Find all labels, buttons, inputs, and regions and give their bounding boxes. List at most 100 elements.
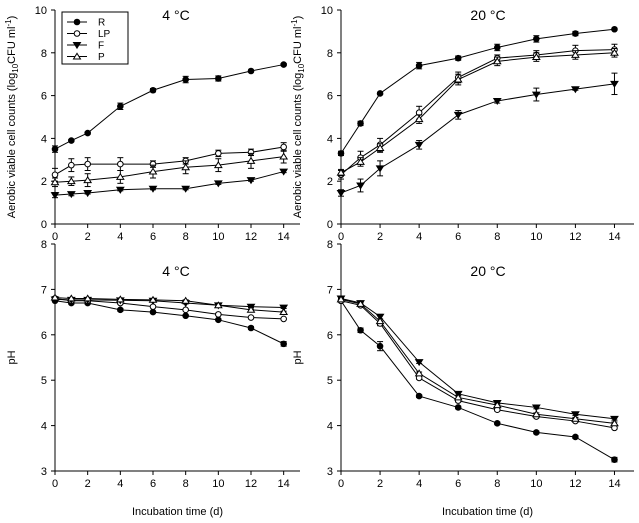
data-point xyxy=(414,369,424,377)
data-point xyxy=(66,294,76,302)
x-tick-label-12: 12 xyxy=(569,478,581,490)
x-tick-label-0: 0 xyxy=(338,478,344,490)
x-tick-label-12: 12 xyxy=(569,231,581,243)
data-point xyxy=(492,401,502,409)
data-point xyxy=(531,52,541,61)
panel-title: 20 °C xyxy=(470,7,505,23)
legend-marker xyxy=(72,52,82,60)
series-f xyxy=(336,72,619,198)
y-tick-label-6: 6 xyxy=(41,330,47,342)
x-tick-label-10: 10 xyxy=(530,478,542,490)
data-point xyxy=(414,115,424,123)
panel-title: 4 °C xyxy=(162,263,189,279)
series-p xyxy=(50,293,289,316)
data-point xyxy=(149,308,157,316)
data-point xyxy=(611,456,618,463)
x-tick-label-6: 6 xyxy=(455,478,461,490)
series-f xyxy=(50,168,289,200)
data-point xyxy=(246,305,256,313)
y-tick-label-2: 2 xyxy=(41,176,47,188)
data-point xyxy=(533,35,540,43)
y-tick-label-3: 3 xyxy=(327,466,333,478)
y-tick-label-0: 0 xyxy=(327,219,333,231)
series-lp xyxy=(337,43,618,180)
data-point xyxy=(572,433,579,441)
data-point xyxy=(531,410,541,418)
y-tick-label-4: 4 xyxy=(41,133,47,145)
data-point xyxy=(246,156,256,164)
data-point xyxy=(493,44,501,51)
data-point xyxy=(492,98,502,106)
y-tick-label-2: 2 xyxy=(327,176,333,188)
data-point xyxy=(336,295,346,303)
data-point xyxy=(247,324,255,332)
data-point xyxy=(376,342,384,350)
data-point xyxy=(182,76,189,83)
legend-marker xyxy=(72,42,82,50)
x-tick-label-8: 8 xyxy=(183,231,189,243)
x-tick-label-4: 4 xyxy=(117,478,123,490)
x-tick-label-2: 2 xyxy=(85,231,91,243)
y-tick-label-5: 5 xyxy=(41,375,47,387)
x-tick-label-14: 14 xyxy=(608,231,620,243)
data-point xyxy=(453,75,463,83)
x-tick-label-2: 2 xyxy=(377,478,383,490)
y-tick-label-6: 6 xyxy=(41,91,47,103)
data-point xyxy=(280,143,287,151)
data-point xyxy=(610,48,619,56)
data-point xyxy=(415,62,423,69)
y-axis-label: pH xyxy=(292,350,304,364)
data-point xyxy=(246,177,256,185)
data-point xyxy=(610,80,619,88)
panel-counts-4c: 0 2 4 6 8 10 0 2 4 6 8 10 12 14 4 °C Aerobic viable cel… xyxy=(4,5,300,243)
data-point xyxy=(610,415,619,423)
x-tick-label-8: 8 xyxy=(494,231,500,243)
y-tick-label-5: 5 xyxy=(327,375,333,387)
series-line-r xyxy=(54,64,284,150)
data-point xyxy=(414,141,424,149)
data-point xyxy=(50,178,60,186)
series-p xyxy=(336,295,619,427)
y-tick-label-8: 8 xyxy=(327,239,333,251)
data-point xyxy=(117,103,124,110)
y-tick-label-8: 8 xyxy=(41,48,47,60)
y-tick-label-7: 7 xyxy=(327,284,333,296)
x-tick-label-8: 8 xyxy=(494,478,500,490)
data-point xyxy=(213,180,223,188)
panel-counts-20c: 0 2 4 6 8 10 0 2 4 6 8 10 12 14 20 °C Aerobic viable ce… xyxy=(290,5,634,243)
x-axis-label: Incubation time (d) xyxy=(132,506,223,518)
data-point xyxy=(611,25,618,33)
data-point xyxy=(493,420,501,427)
x-tick-label-0: 0 xyxy=(338,231,344,243)
x-tick-label-2: 2 xyxy=(85,478,91,490)
legend-label: LP xyxy=(98,29,111,40)
x-tick-label-4: 4 xyxy=(416,478,422,490)
data-point xyxy=(376,90,384,97)
data-point xyxy=(84,160,91,168)
x-tick-label-14: 14 xyxy=(278,478,290,490)
legend-entry-lp: LP xyxy=(67,29,111,40)
data-point xyxy=(215,311,222,318)
y-axis-label: Aerobic viable cell counts (log10CFU ml-… xyxy=(290,16,306,219)
data-point xyxy=(375,317,385,325)
data-point xyxy=(182,306,189,314)
data-point xyxy=(68,137,75,144)
panel-title: 20 °C xyxy=(470,263,505,279)
data-point xyxy=(149,86,157,94)
y-tick-label-8: 8 xyxy=(41,239,47,251)
x-tick-label-12: 12 xyxy=(245,231,257,243)
series-line-lp xyxy=(340,300,615,429)
data-point xyxy=(148,167,158,175)
data-point xyxy=(280,61,287,68)
data-point xyxy=(213,301,223,309)
data-point xyxy=(492,57,502,65)
data-point xyxy=(215,75,222,82)
series-line-lp xyxy=(340,49,615,176)
y-axis-label: pH xyxy=(6,350,18,364)
data-point xyxy=(570,50,580,58)
data-point xyxy=(84,129,91,137)
data-point xyxy=(356,299,365,307)
legend-entry-p: P xyxy=(67,52,105,63)
